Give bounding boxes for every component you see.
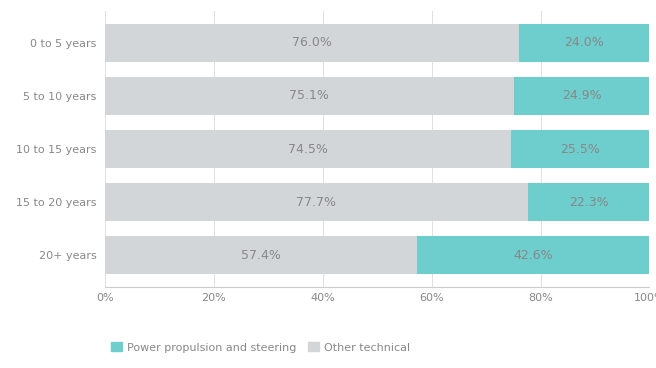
Text: 22.3%: 22.3% [569, 196, 609, 209]
Text: 57.4%: 57.4% [241, 249, 281, 262]
Bar [528, 183, 649, 221]
Text: 24.0%: 24.0% [564, 36, 604, 49]
Bar [105, 130, 510, 168]
Text: 74.5%: 74.5% [288, 142, 328, 156]
Bar [105, 77, 514, 115]
Bar [510, 130, 649, 168]
Bar [105, 236, 417, 275]
Text: 42.6%: 42.6% [514, 249, 553, 262]
Bar [519, 24, 649, 62]
Bar [105, 183, 528, 221]
Text: 24.9%: 24.9% [562, 89, 602, 102]
Bar [417, 236, 649, 275]
Text: 76.0%: 76.0% [292, 36, 332, 49]
Text: 77.7%: 77.7% [297, 196, 337, 209]
Bar [514, 77, 649, 115]
Text: 25.5%: 25.5% [560, 142, 600, 156]
Legend: Power propulsion and steering, Other technical: Power propulsion and steering, Other tec… [110, 342, 411, 353]
Bar [105, 24, 519, 62]
Text: 75.1%: 75.1% [289, 89, 329, 102]
